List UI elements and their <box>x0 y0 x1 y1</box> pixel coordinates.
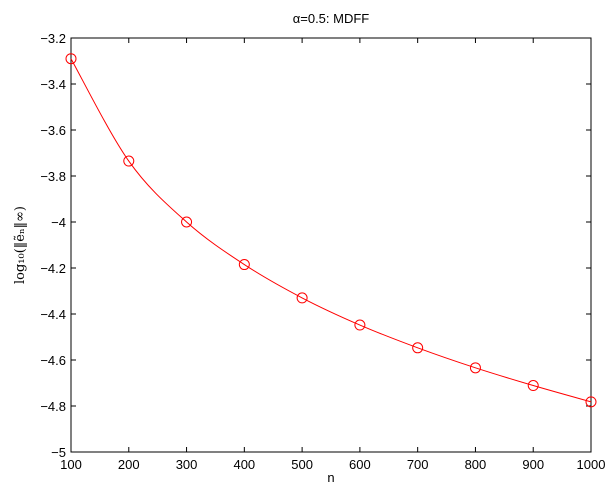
x-tick-label: 800 <box>465 457 487 472</box>
data-point <box>65 53 77 65</box>
x-tick-label: 500 <box>291 457 313 472</box>
data-point <box>354 319 366 331</box>
y-tick-label: −4.6 <box>40 353 66 368</box>
y-tick-label: −4.8 <box>40 399 66 414</box>
x-tick-label: 200 <box>118 457 140 472</box>
x-tick-label: 400 <box>233 457 255 472</box>
data-point <box>296 292 308 304</box>
x-axis-label: n <box>327 470 334 485</box>
y-tick-label: −3.8 <box>40 169 66 184</box>
y-tick-label: −4.4 <box>40 307 66 322</box>
axis-ticks: 100 200 300 400 500 600 700 800 900 1000 −5 −4.8 −4.… <box>40 31 605 472</box>
y-tick-label: −5 <box>51 445 66 460</box>
series-layer <box>65 53 597 408</box>
y-axis-label: log₁₀(‖ẽₙ‖∞) <box>13 206 28 284</box>
chart-title: α=0.5: MDFF <box>293 11 370 26</box>
y-tick-label: −3.6 <box>40 123 66 138</box>
x-tick-label: 600 <box>349 457 371 472</box>
data-point <box>412 342 424 354</box>
x-tick-label: 100 <box>60 457 82 472</box>
x-tick-label: 300 <box>176 457 198 472</box>
y-tick-label: −4 <box>51 215 66 230</box>
data-point <box>527 380 539 392</box>
series-line <box>70 58 592 403</box>
x-tick-label: 900 <box>522 457 544 472</box>
y-tick-label: −3.2 <box>40 31 66 46</box>
data-point <box>123 155 135 167</box>
data-point <box>585 396 597 408</box>
x-tick-label: 1000 <box>577 457 606 472</box>
data-point <box>238 259 250 271</box>
plot-area <box>70 37 592 453</box>
y-tick-label: −3.4 <box>40 77 66 92</box>
data-point <box>181 216 193 228</box>
y-tick-label: −4.2 <box>40 261 66 276</box>
data-point <box>469 362 481 374</box>
x-tick-label: 700 <box>407 457 429 472</box>
